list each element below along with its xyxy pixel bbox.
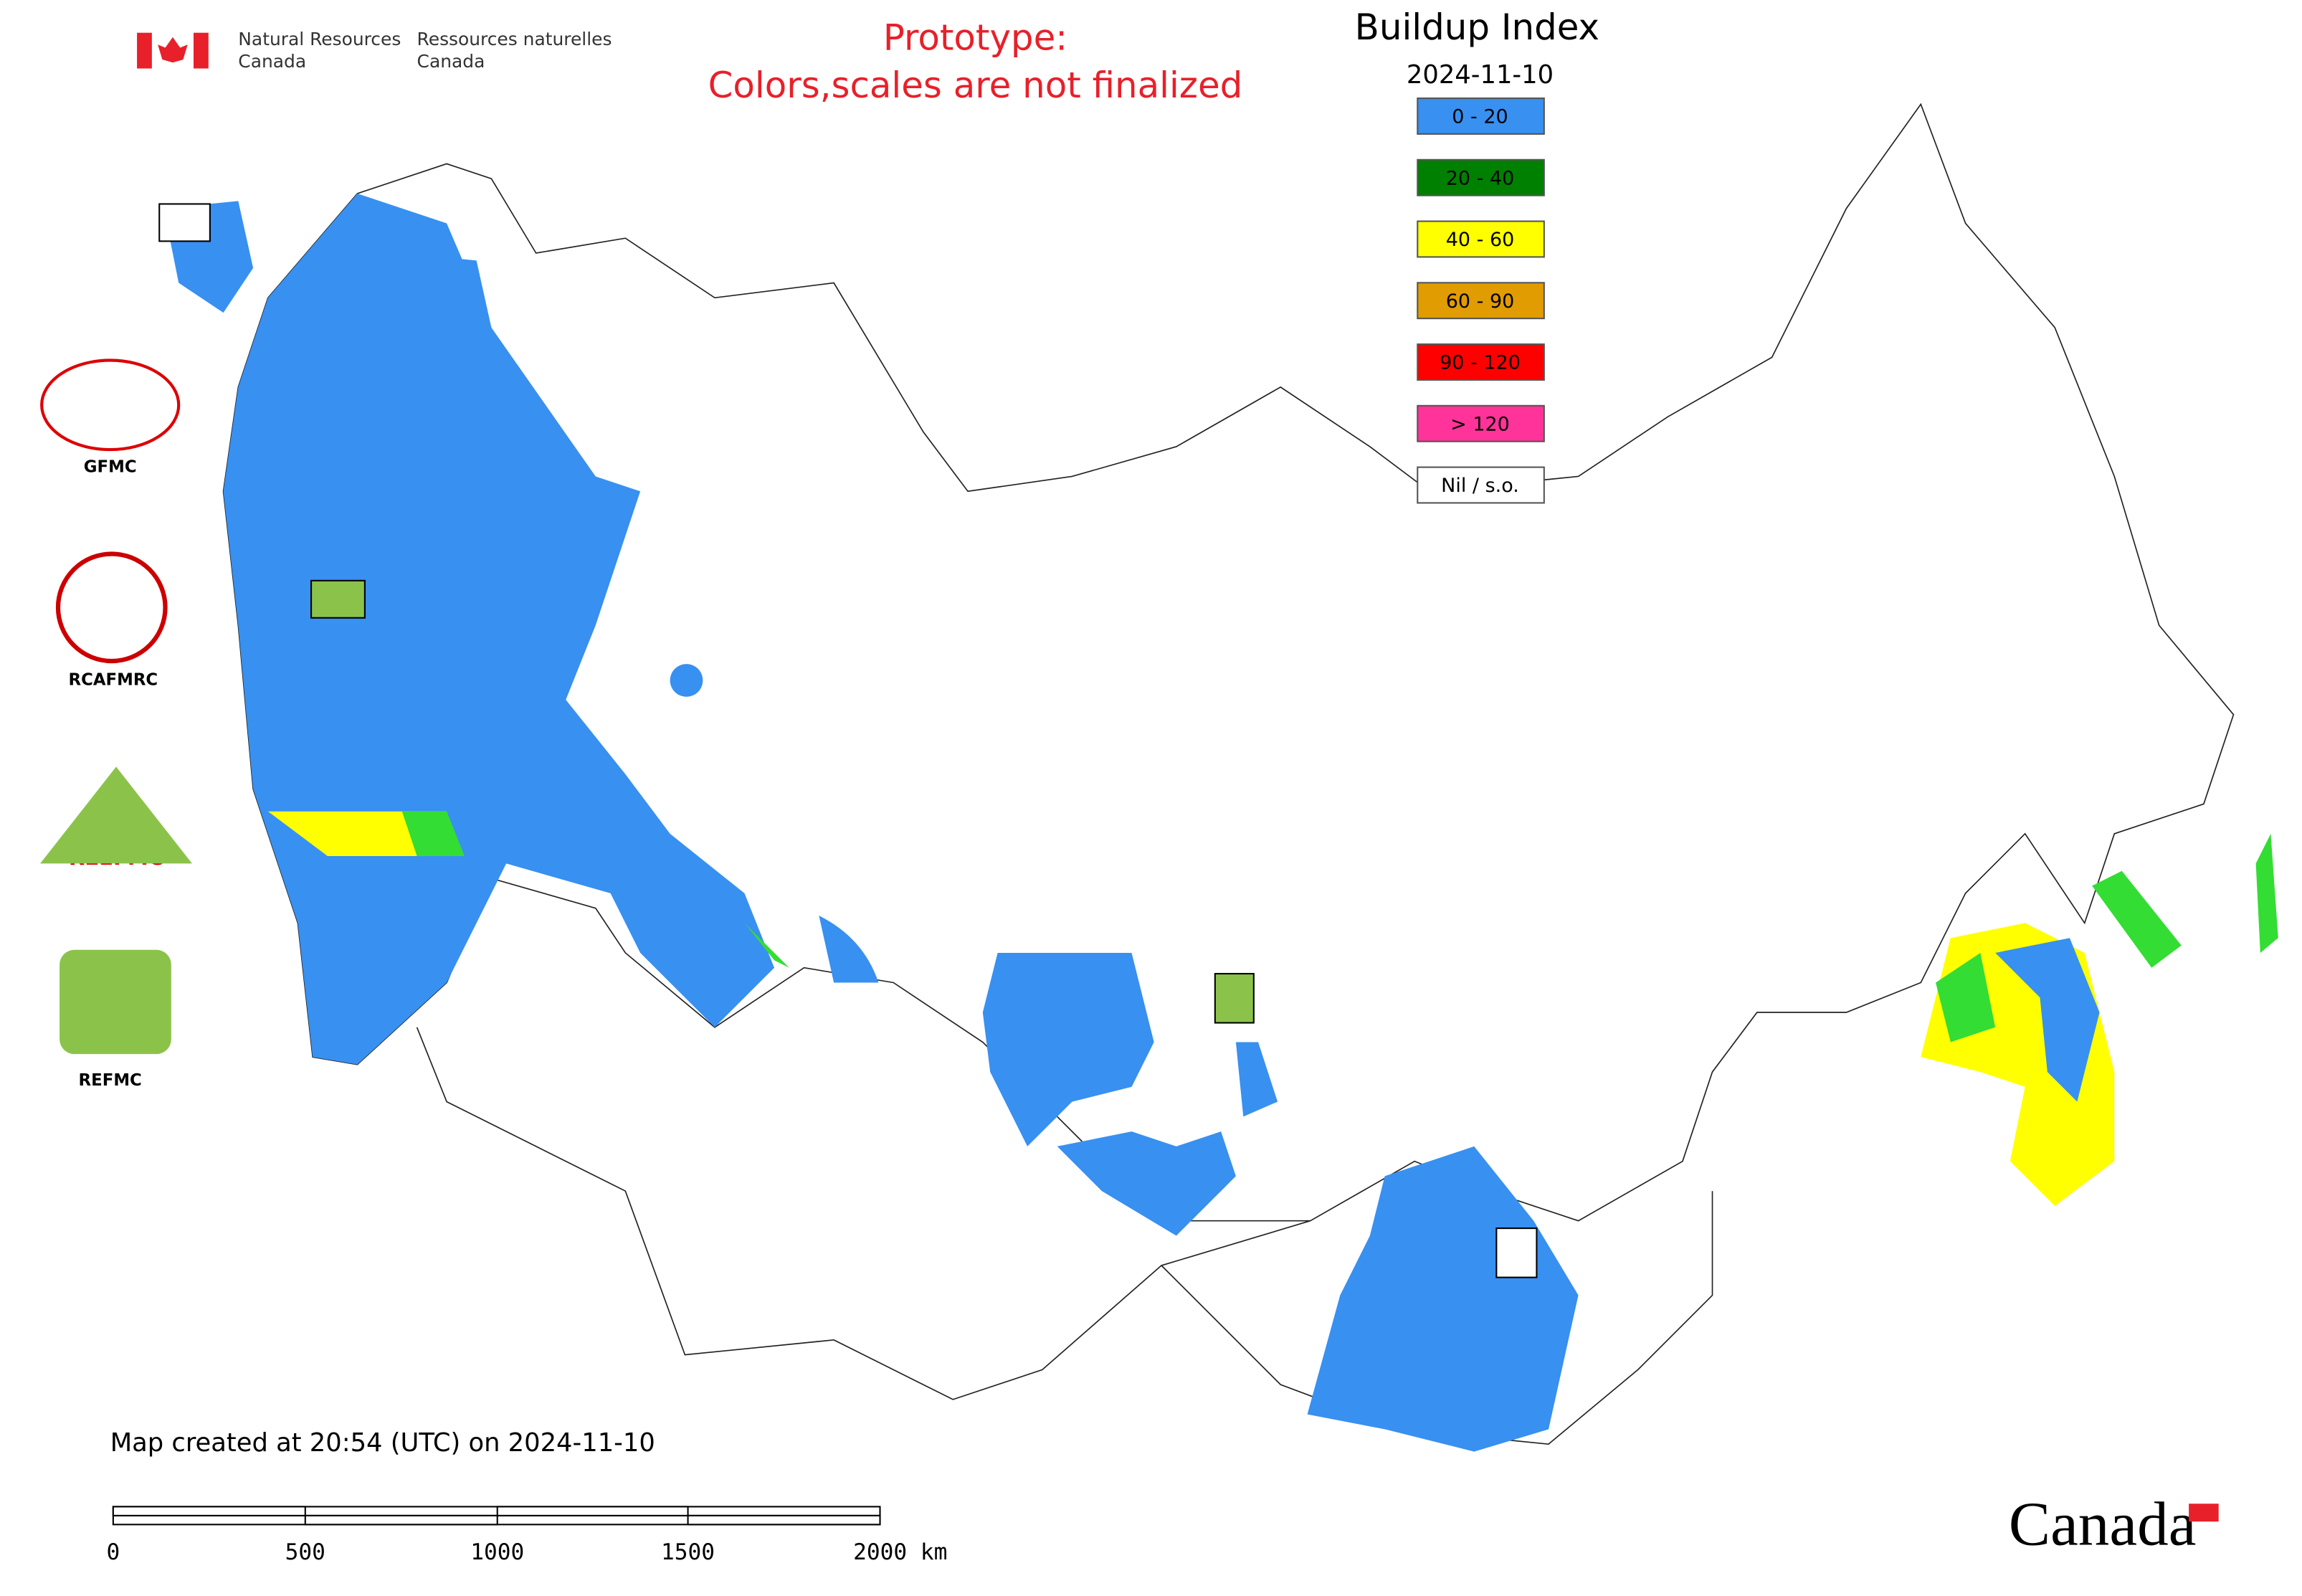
notice: Prototype:	[883, 17, 1067, 59]
logo-label: REFMC	[79, 1071, 142, 1090]
legend-swatch	[1417, 343, 1545, 381]
wordmark: Canada	[2009, 1489, 2197, 1559]
scale-segment	[496, 1506, 689, 1516]
footer: Map created at 20:54 (UTC) on 2024-11-10	[110, 1428, 655, 1458]
legend-label: 60 - 90	[1446, 290, 1515, 313]
legend-swatch	[1417, 98, 1545, 135]
wordmark-flag	[2189, 1504, 2219, 1522]
agency-fr: Ressources naturelles	[417, 29, 612, 49]
scale-label: 0	[106, 1539, 120, 1565]
legend-label: 40 - 60	[1446, 229, 1515, 251]
legend-swatch	[1417, 158, 1545, 196]
legend-swatch	[1417, 466, 1545, 504]
legend-swatch	[1417, 220, 1545, 258]
legend-label: 90 - 120	[1440, 352, 1521, 374]
agency-en: Natural Resources	[238, 29, 401, 49]
logo-label: GFMC	[84, 458, 137, 477]
logo-label: RCAFMRC	[69, 670, 158, 689]
map-title: Buildup Index	[1355, 6, 1599, 48]
legend-label: 20 - 40	[1446, 167, 1515, 189]
agency-en: Canada	[238, 51, 306, 72]
flag	[137, 32, 209, 69]
legend-label: > 120	[1450, 413, 1510, 435]
legend-swatch	[1417, 282, 1545, 320]
legend-label: 0 - 20	[1452, 106, 1508, 128]
scale-label: 1000	[470, 1539, 524, 1565]
index-areas	[163, 193, 2278, 1452]
scale-segment	[304, 1514, 498, 1526]
scale-label: 1500	[661, 1539, 715, 1565]
legend-swatch	[1417, 404, 1545, 442]
scale-segment	[687, 1514, 881, 1526]
notice: Colors,scales are not finalized	[708, 65, 1243, 106]
legend-label: Nil / s.o.	[1441, 475, 1519, 497]
scale-label: 500	[285, 1539, 325, 1565]
scale-label: 2000 km	[853, 1539, 947, 1565]
logo-badges	[40, 203, 1538, 1278]
agency-fr: Canada	[417, 51, 485, 72]
scale-segment	[112, 1506, 306, 1516]
map-date: 2024-11-10	[1407, 60, 1554, 90]
